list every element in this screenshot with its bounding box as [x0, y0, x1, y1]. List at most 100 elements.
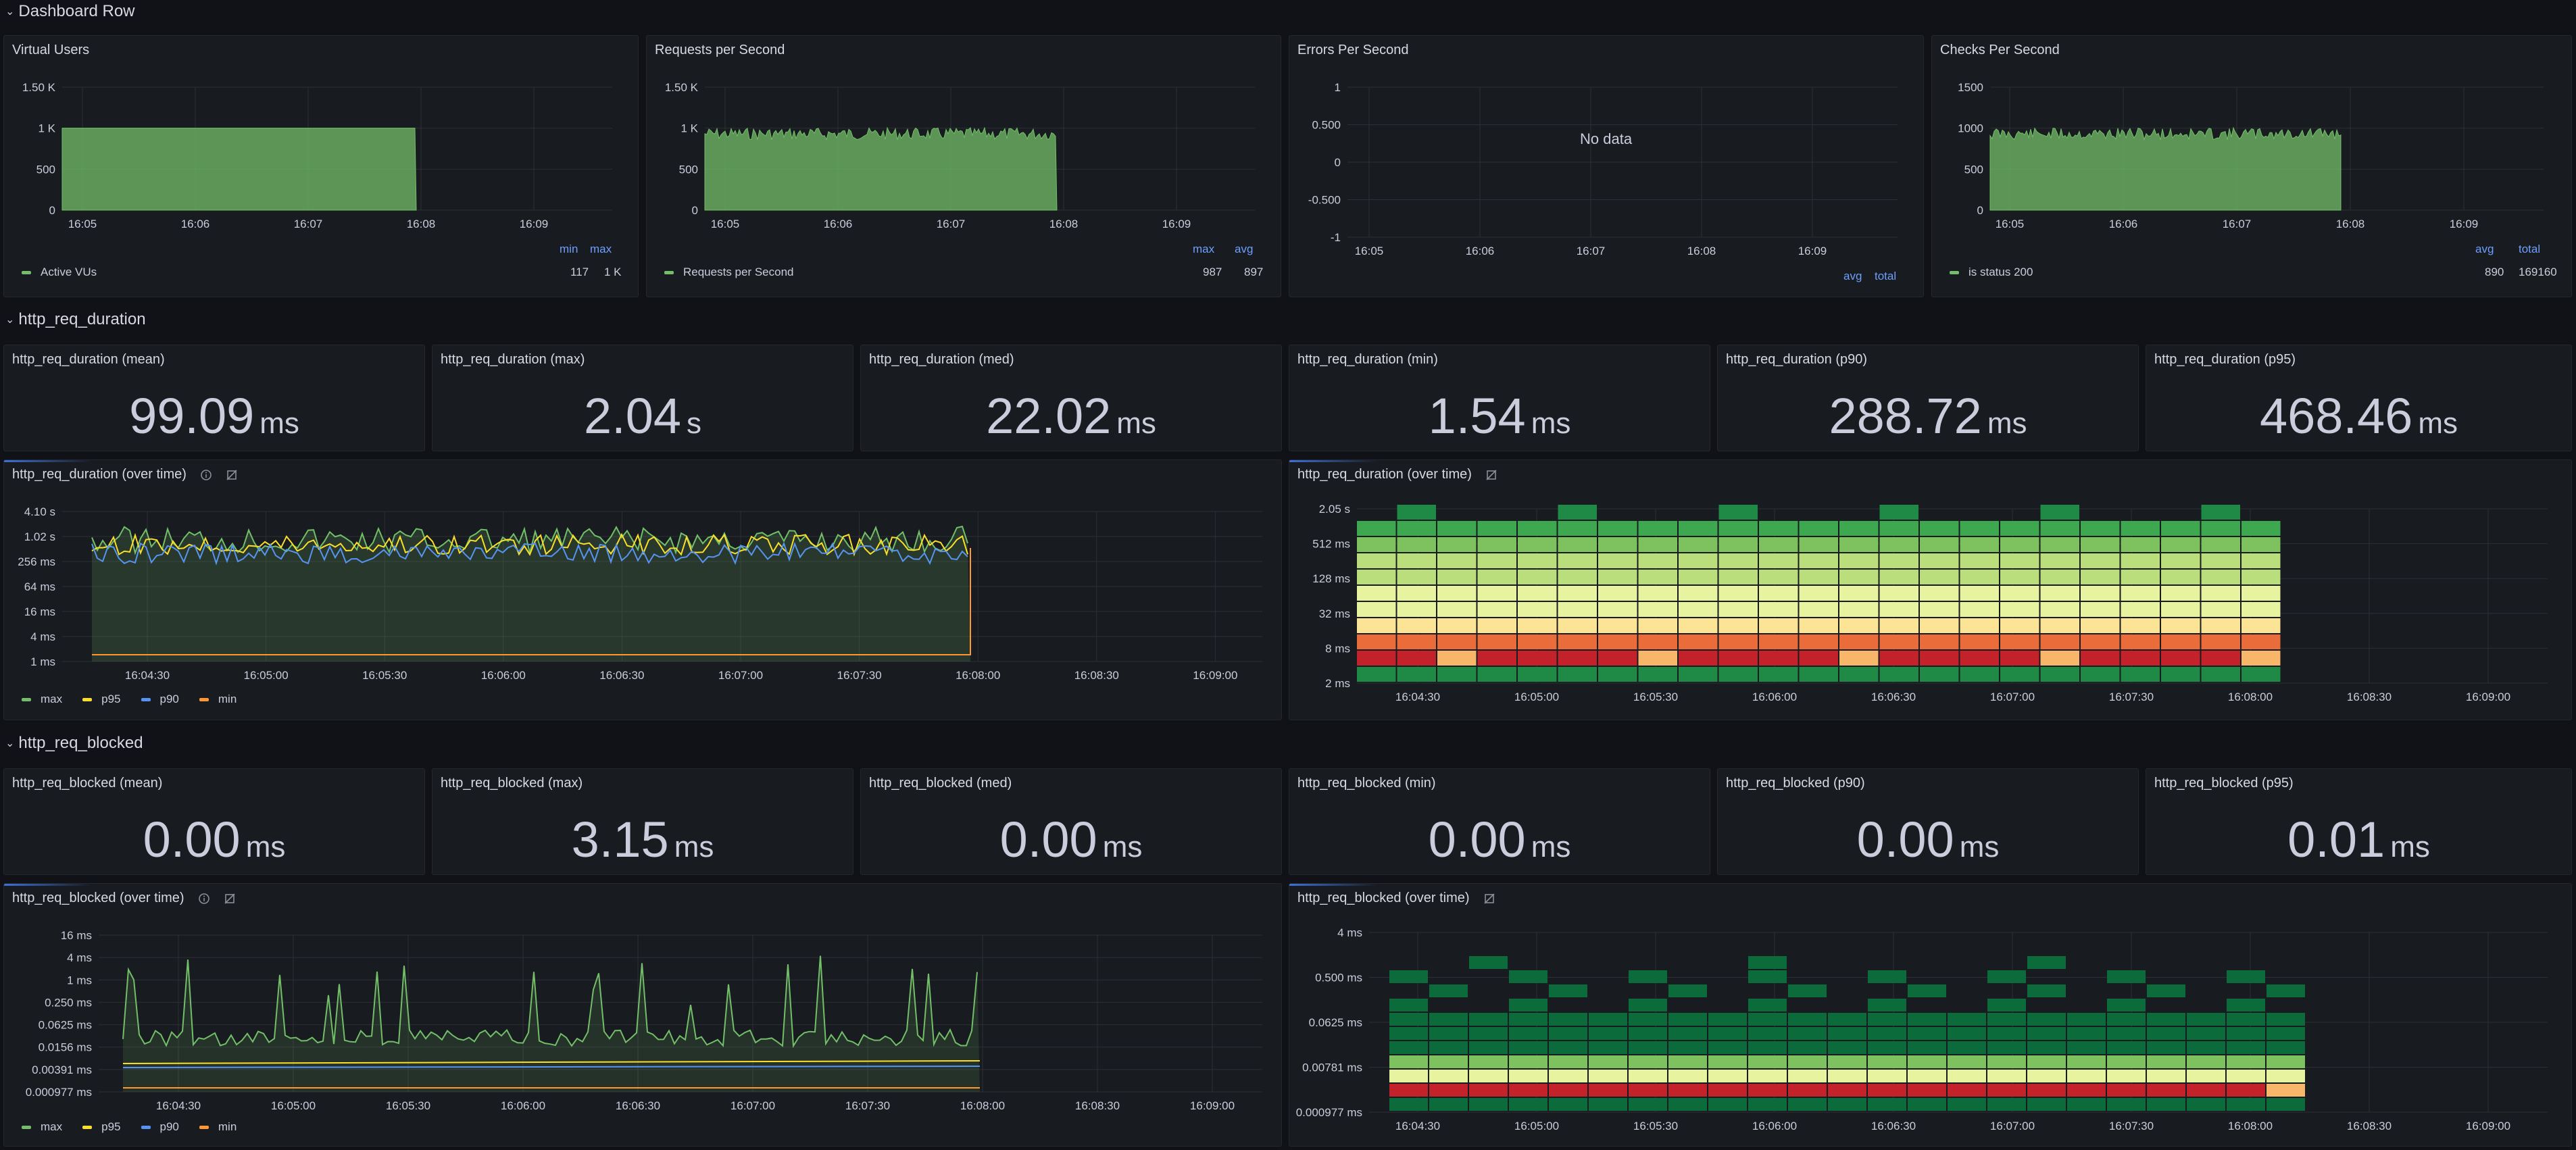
heatmap-cell — [1558, 602, 1597, 617]
legend-item-p90[interactable]: p90 — [141, 693, 179, 706]
heatmap-cell — [1960, 667, 1999, 682]
heatmap-cell — [1868, 1084, 1906, 1097]
heatmap-cell — [1477, 634, 1516, 649]
panel-requests-per-second[interactable]: Requests per Second 1.50 K 1 K 500 0 16:05 16… — [646, 35, 1281, 297]
heatmap-cell — [1477, 570, 1516, 584]
legend-item[interactable]: Requests per Second — [664, 266, 794, 279]
info-icon[interactable] — [198, 893, 210, 905]
legend-item-p90[interactable]: p90 — [141, 1120, 179, 1134]
stat-number: 0.00 — [999, 811, 1097, 868]
legend-item-p95[interactable]: p95 — [82, 693, 121, 706]
heatmap-cell — [1518, 618, 1557, 633]
panel-title-text: http_req_duration (over time) — [12, 467, 187, 482]
panel-focus-line — [4, 460, 92, 462]
stat-panel[interactable]: http_req_duration (p90) 288.72 ms — [1717, 345, 2139, 451]
legend-header-avg[interactable]: avg — [2475, 243, 2494, 255]
stat-value: 99.09 ms — [4, 387, 424, 445]
panel-focus-line — [1289, 460, 1377, 462]
legend-item-max[interactable]: max — [22, 1120, 62, 1134]
heatmap-cell — [1469, 1070, 1508, 1082]
heatmap-cell — [2241, 618, 2281, 633]
stat-panel[interactable]: http_req_blocked (p90) 0.00 ms — [1717, 768, 2139, 875]
legend-label: p90 — [159, 693, 179, 705]
panel-virtual-users[interactable]: Virtual Users 1.50 K 1 K 500 0 16:05 16:06 16:… — [3, 35, 639, 297]
heatmap-cell — [2187, 1084, 2225, 1097]
legend-header-avg[interactable]: avg — [1843, 270, 1862, 282]
legend-item-min[interactable]: min — [199, 693, 237, 706]
panel-http-req-blocked-timeseries[interactable]: http_req_blocked (over time) 16 ms 4 ms 1 … — [3, 883, 1282, 1147]
stat-panel[interactable]: http_req_blocked (mean) 0.00 ms — [3, 768, 425, 875]
x-tick-label: 16:06 — [824, 218, 853, 230]
x-tick-label: 16:07 — [2223, 218, 2252, 230]
heatmap-cell — [2241, 570, 2281, 584]
heatmap-cell — [2201, 667, 2240, 682]
row-header-dashboard[interactable]: ⌄ Dashboard Row — [5, 0, 135, 23]
legend-swatch — [141, 697, 151, 701]
heatmap-cell — [2201, 618, 2240, 633]
heatmap-cell — [1357, 570, 1396, 584]
heatmap-cell — [1397, 586, 1436, 601]
stat-panel[interactable]: http_req_duration (min) 1.54 ms — [1289, 345, 1710, 451]
panel-errors-per-second[interactable]: Errors Per Second 1 0.500 0 -0.500 -1 16:05 16… — [1289, 35, 1924, 297]
stat-panel[interactable]: http_req_blocked (max) 3.15 ms — [432, 768, 853, 875]
stat-panel[interactable]: http_req_duration (max) 2.04 s — [432, 345, 853, 451]
panel-checks-per-second[interactable]: Checks Per Second 1500 1000 500 0 16:05 16:06… — [1931, 35, 2572, 297]
panel-http-req-duration-heatmap[interactable]: http_req_duration (over time) 2.05 s 512 … — [1289, 459, 2572, 720]
time-shift-icon[interactable] — [1483, 893, 1495, 905]
panel-title: http_req_blocked (p90) — [1726, 776, 1865, 791]
stat-value: 0.01 ms — [2146, 811, 2571, 868]
heatmap-cell — [2067, 1027, 2106, 1040]
heatmap-cell — [1679, 586, 1718, 601]
stat-unit: ms — [2390, 830, 2430, 864]
x-tick-label: 16:08:00 — [956, 669, 1000, 682]
stat-panel[interactable]: http_req_duration (mean) 99.09 ms — [3, 345, 425, 451]
legend-header-total[interactable]: total — [2519, 243, 2541, 255]
heatmap-cell — [1948, 1070, 1986, 1082]
row-header-http-req-duration[interactable]: ⌄ http_req_duration — [5, 308, 146, 331]
heatmap-cell — [2227, 999, 2265, 1011]
heatmap-cell — [2000, 586, 2039, 601]
heatmap-cell — [1558, 634, 1597, 649]
legend-header-avg[interactable]: avg — [1235, 243, 1254, 255]
legend-header-max[interactable]: max — [1193, 243, 1215, 255]
x-tick-label: 16:05:00 — [271, 1099, 316, 1112]
stat-panel[interactable]: http_req_duration (p95) 468.46 ms — [2146, 345, 2572, 451]
x-tick-label: 16:06 — [181, 218, 210, 230]
info-icon[interactable] — [200, 469, 212, 481]
heatmap-cell — [1389, 1070, 1428, 1082]
legend-item[interactable]: is status 200 — [1950, 266, 2033, 279]
legend-item-p95[interactable]: p95 — [82, 1120, 121, 1134]
stat-panel[interactable]: http_req_blocked (med) 0.00 ms — [860, 768, 1282, 875]
legend-label: Requests per Second — [683, 266, 794, 278]
heatmap-cell — [1598, 553, 1637, 568]
panel-http-req-blocked-heatmap[interactable]: http_req_blocked (over time) 4 ms 0.500 m… — [1289, 883, 2572, 1147]
row-header-http-req-blocked[interactable]: ⌄ http_req_blocked — [5, 732, 143, 755]
heatmap-cell — [2161, 586, 2200, 601]
heatmap-cell — [1518, 521, 1557, 536]
stat-panel[interactable]: http_req_blocked (min) 0.00 ms — [1289, 768, 1710, 875]
x-tick-label: 16:05:30 — [1633, 1120, 1678, 1132]
heatmap-cell — [2027, 1070, 2066, 1082]
stat-panel[interactable]: http_req_blocked (p95) 0.01 ms — [2146, 768, 2572, 875]
time-shift-icon[interactable] — [224, 893, 236, 905]
x-tick-label: 16:08:30 — [2347, 1120, 2392, 1132]
panel-http-req-duration-timeseries[interactable]: http_req_duration (over time) 4.10 s 1.02… — [3, 459, 1282, 720]
x-tick-label: 16:08:30 — [1075, 1099, 1120, 1112]
legend-header-min[interactable]: min — [560, 243, 578, 255]
chevron-down-icon: ⌄ — [5, 738, 15, 749]
heatmap-cell — [2201, 634, 2240, 649]
legend-item-min[interactable]: min — [199, 1120, 237, 1134]
chart-requests-per-second: 1.50 K 1 K 500 0 16:05 16:06 16:07 16:08 16:09 — [665, 81, 1255, 230]
stat-panel[interactable]: http_req_duration (med) 22.02 ms — [860, 345, 1282, 451]
legend-header-max[interactable]: max — [590, 243, 612, 255]
legend-item[interactable]: Active VUs — [22, 266, 97, 279]
series-line — [122, 1066, 981, 1068]
legend-label: p90 — [159, 1120, 179, 1133]
legend-label: p95 — [101, 1120, 121, 1133]
time-shift-icon[interactable] — [226, 469, 238, 481]
heatmap-cell — [1987, 1070, 2026, 1082]
heatmap-cell — [1839, 521, 1879, 536]
legend-header-total[interactable]: total — [1875, 270, 1897, 282]
time-shift-icon[interactable] — [1485, 469, 1497, 481]
legend-item-max[interactable]: max — [22, 693, 62, 706]
